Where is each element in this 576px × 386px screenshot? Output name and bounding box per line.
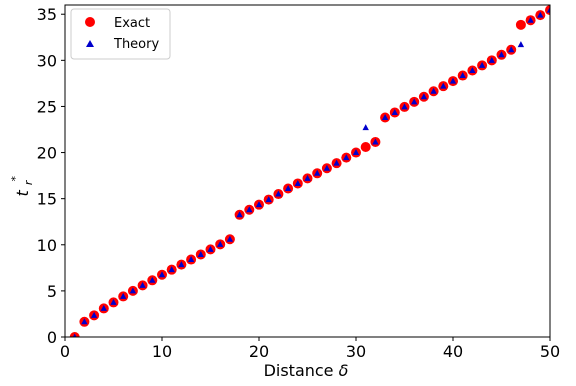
theory-point <box>469 66 476 73</box>
theory-point <box>517 41 525 48</box>
legend-label-exact: Exact <box>114 16 150 31</box>
theory-point <box>187 256 195 263</box>
y-tick-label: 30 <box>37 51 57 70</box>
y-tick-label: 0 <box>47 328 57 347</box>
x-tick-label: 10 <box>152 342 172 361</box>
x-axis-label-symbol: δ <box>339 361 349 380</box>
theory-point <box>217 240 224 247</box>
theory-point <box>72 333 77 337</box>
x-axis-label-text: Distance <box>264 361 334 380</box>
theory-point <box>478 61 486 68</box>
theory-point <box>304 174 311 181</box>
y-tick-label: 20 <box>37 144 57 163</box>
theory-point <box>100 304 107 311</box>
x-tick-label: 40 <box>443 342 463 361</box>
x-tick-label: 30 <box>346 342 366 361</box>
theory-point <box>236 211 243 218</box>
theory-point <box>352 149 360 156</box>
theory-point <box>420 93 428 100</box>
theory-point <box>275 190 282 197</box>
x-axis-ticks: 0 10 20 30 40 50 <box>60 337 560 361</box>
theory-point <box>294 179 301 186</box>
theory-point <box>381 114 389 121</box>
theory-point <box>149 276 156 283</box>
theory-point <box>265 196 272 203</box>
theory-point <box>449 77 457 84</box>
theory-point <box>90 311 98 318</box>
plot-frame <box>64 4 551 338</box>
y-axis-label: t r * <box>9 176 36 197</box>
y-tick-label: 15 <box>37 190 57 209</box>
theory-point <box>323 164 331 171</box>
x-tick-label: 0 <box>60 342 70 361</box>
legend-label-theory: Theory <box>113 37 159 52</box>
y-axis-label-symbol: t <box>13 190 32 197</box>
theory-point <box>284 185 292 192</box>
y-tick-label: 25 <box>37 97 57 116</box>
y-axis-label-sub: r <box>22 179 35 185</box>
theory-point <box>391 108 398 115</box>
exact-point <box>360 142 371 153</box>
theory-point <box>197 250 204 257</box>
x-axis-label: Distance δ <box>264 361 349 380</box>
theory-point <box>401 103 408 110</box>
theory-point <box>527 16 534 23</box>
theory-point <box>178 261 185 268</box>
theory-point <box>158 271 166 278</box>
theory-point <box>81 318 88 325</box>
theory-point <box>343 154 350 161</box>
theory-point <box>139 281 146 288</box>
theory-point <box>546 6 550 13</box>
theory-point <box>498 51 505 58</box>
legend-marker-theory <box>86 40 94 47</box>
theory-point <box>430 87 437 94</box>
y-tick-label: 5 <box>47 282 57 301</box>
theory-point <box>129 287 137 294</box>
theory-point <box>207 245 214 252</box>
y-tick-label: 35 <box>37 5 57 24</box>
theory-point <box>411 98 418 105</box>
theory-point <box>246 206 253 213</box>
legend-marker-exact <box>85 17 95 27</box>
theory-point <box>508 46 515 53</box>
theory-point <box>314 169 321 176</box>
legend-box <box>70 8 171 60</box>
y-tick-label: 10 <box>37 236 57 255</box>
theory-point <box>110 298 117 305</box>
theory-point <box>255 201 263 208</box>
theory-point <box>459 72 466 79</box>
theory-point <box>120 292 127 299</box>
x-tick-label: 50 <box>540 342 560 361</box>
x-tick-label: 20 <box>249 342 269 361</box>
theory-point <box>488 56 495 63</box>
theory-point <box>333 159 340 166</box>
y-axis-ticks: 0 5 10 15 20 25 30 35 <box>37 5 65 347</box>
theory-point <box>372 138 379 145</box>
y-axis-label-sup: * <box>9 176 22 182</box>
series-theory <box>72 6 550 337</box>
legend: Exact Theory <box>70 8 171 60</box>
points-layer <box>69 5 550 337</box>
theory-point <box>537 11 544 18</box>
exact-point <box>515 19 526 30</box>
theory-point <box>226 235 234 242</box>
theory-point <box>440 82 447 89</box>
theory-point <box>168 266 175 273</box>
theory-point <box>362 124 369 131</box>
